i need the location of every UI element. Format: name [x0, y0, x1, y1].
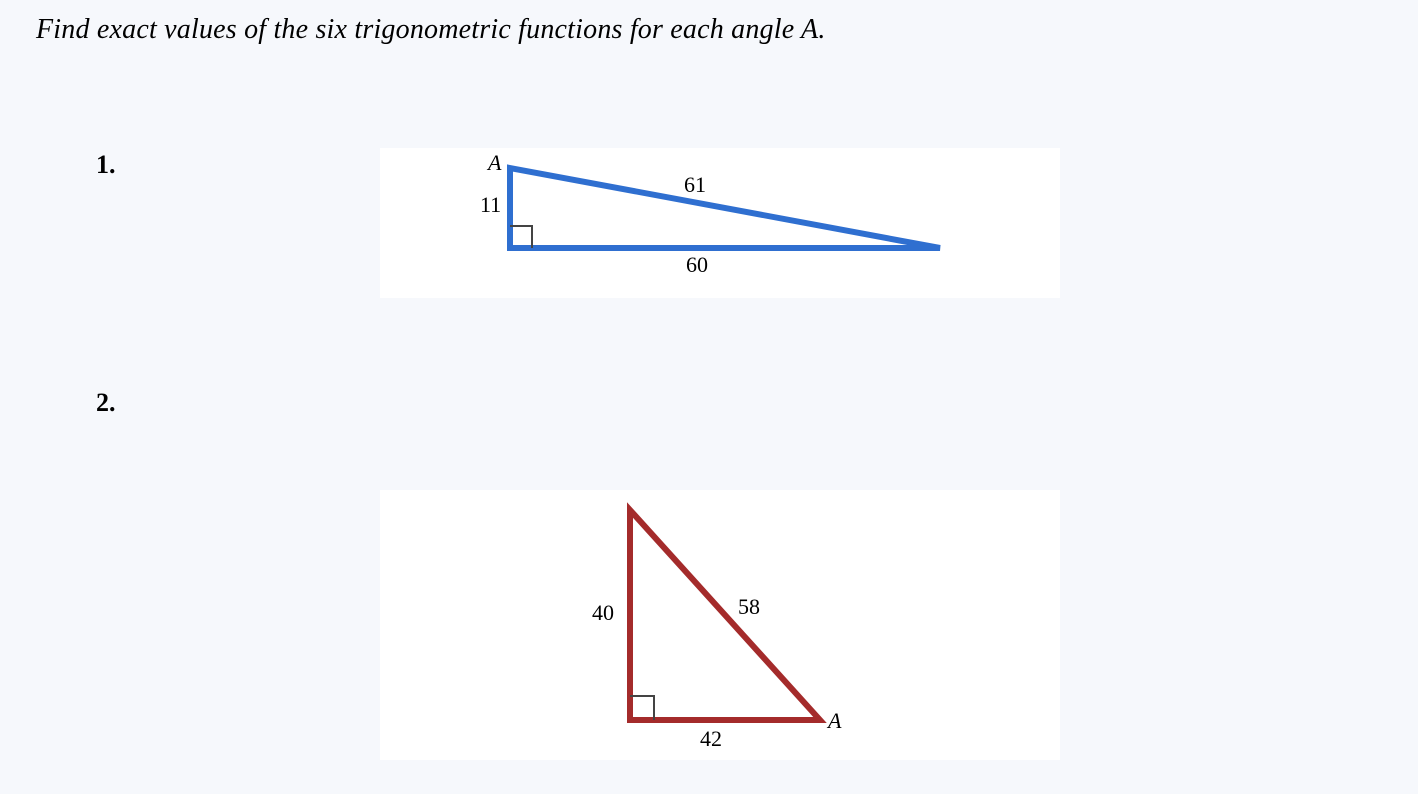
side-adjacent-label-2: 42	[700, 726, 722, 752]
angle-a-label-1: A	[488, 150, 501, 176]
angle-a-label-2: A	[828, 708, 841, 734]
triangle-1-shape	[510, 168, 940, 248]
problem-number-2: 2.	[96, 388, 116, 418]
instructions-text: Find exact values of the six trigonometr…	[36, 14, 826, 46]
right-angle-marker-2	[630, 696, 654, 720]
triangle-2-svg	[380, 490, 1060, 760]
figure-box-1: A 11 61 60	[380, 148, 1060, 298]
side-hypotenuse-label-2: 58	[738, 594, 760, 620]
triangle-2-shape	[630, 510, 820, 720]
side-adjacent-label-1: 11	[480, 192, 501, 218]
right-angle-marker-1	[510, 226, 532, 248]
page: Find exact values of the six trigonometr…	[0, 0, 1418, 794]
side-hypotenuse-label-1: 61	[684, 172, 706, 198]
side-opposite-label-2: 40	[592, 600, 614, 626]
problem-number-1: 1.	[96, 150, 116, 180]
triangle-1-svg	[380, 148, 1060, 298]
figure-box-2: 40 58 42 A	[380, 490, 1060, 760]
side-opposite-label-1: 60	[686, 252, 708, 278]
